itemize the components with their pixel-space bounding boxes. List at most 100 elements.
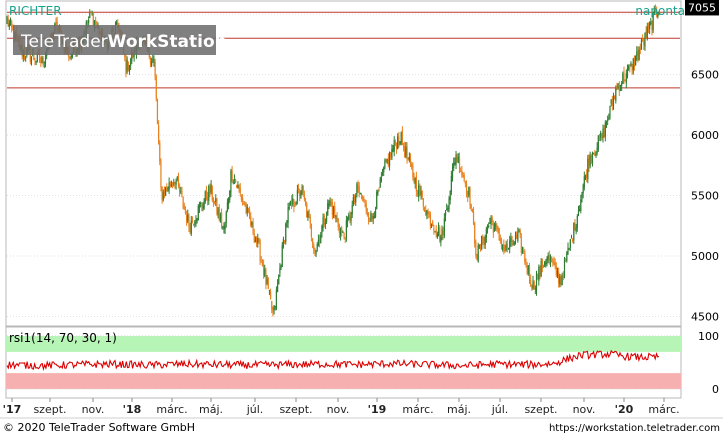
x-axis-label: szept. — [279, 403, 312, 416]
candle-body — [153, 59, 155, 62]
candle-body — [261, 261, 264, 267]
candle-body — [414, 178, 416, 185]
candle-body — [542, 265, 545, 268]
x-axis-label: szept. — [524, 403, 557, 416]
candle-body — [567, 247, 569, 255]
candle-body — [357, 182, 359, 188]
symbol-label: RICHTER — [9, 4, 62, 18]
candle-body — [71, 53, 73, 58]
candle-body — [365, 203, 367, 212]
candle-body — [370, 212, 372, 221]
candle-body — [130, 59, 132, 66]
candle-body — [559, 276, 561, 285]
x-axis-label: máj. — [199, 403, 223, 416]
candle-body — [472, 211, 475, 224]
candle-body — [602, 128, 604, 138]
candle-body — [390, 152, 392, 157]
candle-body — [335, 216, 337, 218]
candle-body — [232, 182, 234, 184]
candle-body — [215, 198, 217, 202]
candle-body — [294, 205, 296, 207]
candle-body — [583, 176, 585, 188]
candle-body — [181, 190, 183, 196]
candle-body — [272, 307, 274, 312]
footer-url[interactable]: https://workstation.teletrader.com — [549, 423, 720, 434]
candle-body — [436, 233, 438, 238]
candle-body — [341, 227, 343, 233]
candle-body — [402, 146, 405, 148]
candle-body — [279, 267, 281, 274]
candle-body — [465, 183, 468, 193]
candle-body — [69, 57, 71, 59]
candle-body — [124, 53, 126, 58]
candle-body — [182, 196, 184, 208]
candle-body — [398, 136, 400, 143]
candle-body — [554, 262, 556, 267]
candle-body — [481, 235, 483, 249]
candle-body — [544, 261, 546, 266]
candle-body — [239, 187, 241, 194]
candle-body — [372, 215, 374, 219]
candle-body — [580, 199, 582, 211]
candle-body — [603, 128, 605, 138]
last-price-value: 7055 — [688, 1, 716, 14]
candle-body — [443, 218, 445, 236]
candle-body — [33, 52, 35, 60]
candle-body — [95, 20, 97, 25]
candle-body — [266, 279, 268, 283]
candle-body — [574, 222, 576, 231]
candle-body — [608, 117, 610, 119]
candle-body — [548, 255, 550, 261]
candle-body — [428, 211, 430, 214]
candle-body — [503, 243, 505, 251]
candle-body — [433, 227, 435, 231]
candle-body — [258, 239, 260, 242]
candle-body — [496, 225, 498, 229]
candle-body — [12, 26, 14, 31]
candle-body — [631, 64, 633, 72]
candle-body — [323, 215, 325, 225]
candle-body — [177, 175, 180, 186]
candle-body — [379, 178, 381, 188]
candle-body — [367, 212, 370, 221]
candle-body — [576, 215, 578, 228]
candle-body — [292, 198, 294, 205]
candle-body — [187, 214, 189, 221]
candle-body — [358, 186, 360, 194]
candle-body — [500, 240, 503, 249]
candle-body — [234, 179, 237, 183]
candle-body — [476, 255, 478, 260]
candle-body — [450, 176, 452, 192]
candle-body — [516, 234, 518, 239]
candle-body — [562, 275, 564, 278]
watermark: TeleTraderWorkStation — [13, 25, 227, 55]
candle-body — [342, 232, 344, 234]
x-axis-label: '17 — [3, 403, 22, 416]
candle-body — [351, 205, 353, 215]
candle-body — [385, 159, 387, 162]
candle-body — [527, 265, 529, 274]
candle-body — [252, 222, 254, 235]
candle-body — [429, 214, 431, 226]
svg-text:TeleTraderWorkStation: TeleTraderWorkStation — [20, 32, 227, 52]
candle-body — [563, 258, 566, 277]
candle-body — [264, 269, 266, 277]
candle-body — [161, 186, 163, 201]
candle-body — [558, 272, 560, 283]
candle-body — [582, 185, 584, 194]
candle-body — [526, 265, 528, 273]
candle-body — [594, 154, 596, 156]
candle-body — [287, 207, 289, 223]
candle-body — [276, 284, 279, 293]
candle-body — [598, 134, 601, 140]
candle-body — [211, 185, 213, 200]
candle-body — [303, 193, 306, 200]
candle-body — [533, 281, 535, 289]
candle-body — [271, 301, 273, 310]
candle-body — [338, 225, 340, 234]
candle-body — [152, 59, 154, 61]
candle-body — [482, 235, 484, 244]
candle-body — [352, 197, 354, 205]
candle-body — [524, 251, 526, 263]
candle-body — [306, 203, 308, 218]
